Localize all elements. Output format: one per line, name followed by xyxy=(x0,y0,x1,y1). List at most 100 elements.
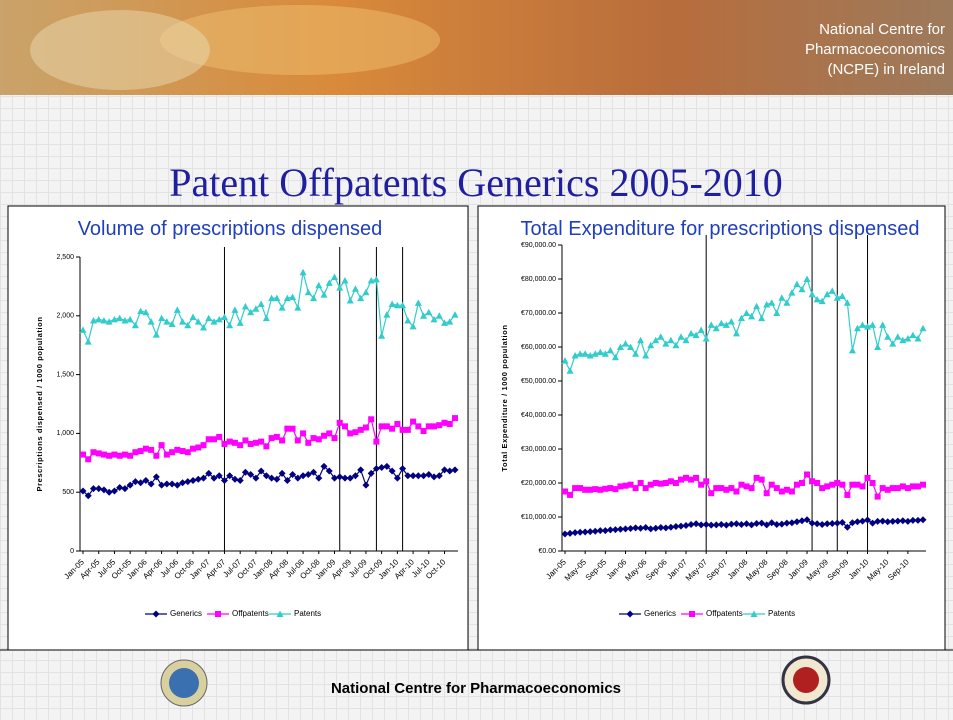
marker xyxy=(111,452,117,458)
marker xyxy=(290,426,296,432)
marker xyxy=(85,456,91,462)
marker xyxy=(127,453,133,459)
marker xyxy=(379,423,385,429)
y-tick-label: €10,000.00 xyxy=(521,514,556,521)
marker xyxy=(421,428,427,434)
marker xyxy=(311,435,317,441)
marker xyxy=(410,419,416,425)
marker xyxy=(101,452,107,458)
marker xyxy=(185,449,191,455)
marker xyxy=(368,416,374,422)
marker xyxy=(789,489,795,495)
marker xyxy=(733,489,739,495)
marker xyxy=(870,480,876,486)
marker xyxy=(384,423,390,429)
marker xyxy=(274,434,280,440)
chart-panel xyxy=(478,206,945,650)
marker xyxy=(567,492,573,498)
marker xyxy=(248,441,254,447)
marker xyxy=(216,434,222,440)
banner-text: (NCPE) in Ireland xyxy=(827,61,945,78)
canvas: National Centre for Pharmacoeconomics (N… xyxy=(0,0,953,720)
marker xyxy=(164,452,170,458)
marker xyxy=(431,423,437,429)
marker xyxy=(237,442,243,448)
marker xyxy=(106,453,112,459)
y-tick-label: €50,000.00 xyxy=(521,378,556,385)
marker xyxy=(415,423,421,429)
marker xyxy=(331,435,337,441)
marker xyxy=(693,475,699,481)
legend-label: Patents xyxy=(294,609,321,618)
chart-panel xyxy=(8,206,468,650)
y-tick-label: €60,000.00 xyxy=(521,344,556,351)
marker xyxy=(132,449,138,455)
y-tick-label: €0.00 xyxy=(538,548,556,555)
marker xyxy=(174,447,180,453)
y-tick-label: €30,000.00 xyxy=(521,446,556,453)
marker xyxy=(844,492,850,498)
y-tick-label: 1,000 xyxy=(56,430,74,437)
marker xyxy=(242,437,248,443)
y-tick-label: 1,500 xyxy=(56,371,74,378)
legend-label: Generics xyxy=(170,609,202,618)
marker xyxy=(759,477,765,483)
legend-label: Patents xyxy=(768,609,795,618)
y-tick-label: €80,000.00 xyxy=(521,276,556,283)
slide: National Centre for Pharmacoeconomics (N… xyxy=(0,0,953,720)
marker xyxy=(804,472,810,478)
marker xyxy=(859,483,865,489)
marker xyxy=(875,494,881,500)
marker xyxy=(799,480,805,486)
slide-title: Patent Offpatents Generics 2005-2010 xyxy=(169,160,783,205)
marker xyxy=(143,446,149,452)
marker xyxy=(764,490,770,496)
marker xyxy=(389,426,395,432)
marker xyxy=(342,423,348,429)
y-axis-title: Prescriptions dispensed / 1000 populatio… xyxy=(35,316,44,491)
marker xyxy=(284,426,290,432)
marker xyxy=(227,439,233,445)
marker xyxy=(321,433,327,439)
banner-art xyxy=(30,10,210,90)
banner-text: National Centre for xyxy=(819,21,945,38)
marker xyxy=(426,423,432,429)
banner-text: Pharmacoeconomics xyxy=(805,41,945,58)
marker xyxy=(206,436,212,442)
marker xyxy=(96,450,102,456)
marker xyxy=(221,441,227,447)
marker xyxy=(316,436,322,442)
marker xyxy=(122,452,128,458)
marker xyxy=(263,443,269,449)
marker xyxy=(373,439,379,445)
y-tick-label: 2,500 xyxy=(56,254,74,261)
legend-label: Offpatents xyxy=(232,609,269,618)
logo xyxy=(793,667,819,693)
marker xyxy=(295,437,301,443)
marker xyxy=(363,425,369,431)
marker xyxy=(190,446,196,452)
marker xyxy=(305,440,311,446)
marker xyxy=(326,430,332,436)
marker xyxy=(117,453,123,459)
marker xyxy=(436,422,442,428)
y-tick-label: 2,000 xyxy=(56,313,74,320)
marker xyxy=(394,421,400,427)
marker xyxy=(400,427,406,433)
marker xyxy=(211,436,217,442)
chart-title: Volume of prescriptions dispensed xyxy=(30,218,430,240)
legend-label: Generics xyxy=(644,609,676,618)
logo xyxy=(169,668,199,698)
marker xyxy=(337,420,343,426)
legend-marker xyxy=(215,611,221,617)
marker xyxy=(452,415,458,421)
marker xyxy=(447,421,453,427)
y-tick-label: 500 xyxy=(62,489,74,496)
marker xyxy=(159,442,165,448)
marker xyxy=(201,442,207,448)
marker xyxy=(80,452,86,458)
marker xyxy=(253,440,259,446)
marker xyxy=(442,420,448,426)
marker xyxy=(839,482,845,488)
marker xyxy=(232,440,238,446)
